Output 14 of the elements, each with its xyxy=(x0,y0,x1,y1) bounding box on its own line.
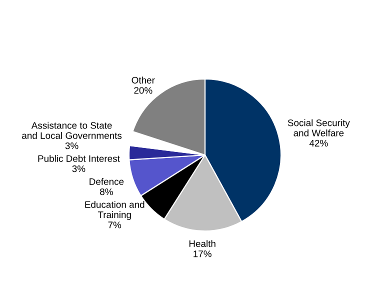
data-label: 17% xyxy=(194,250,212,258)
slice-label: Defence xyxy=(90,178,124,185)
slice-label: Public Debt Interest xyxy=(38,154,120,162)
data-label: 3% xyxy=(72,165,86,172)
data-label: 7% xyxy=(108,222,122,228)
slice-label: Health xyxy=(189,240,216,248)
slice-label: Education and Training xyxy=(85,200,144,220)
data-label: 42% xyxy=(309,140,328,147)
slice-label: Social Security and Welfare xyxy=(288,119,350,136)
data-label: 20% xyxy=(134,87,152,94)
slice-label: Other xyxy=(132,76,155,84)
data-label: 8% xyxy=(100,188,113,196)
data-label: 3% xyxy=(65,142,78,150)
slice-label: Assistance to State and Local Governments xyxy=(22,122,122,139)
